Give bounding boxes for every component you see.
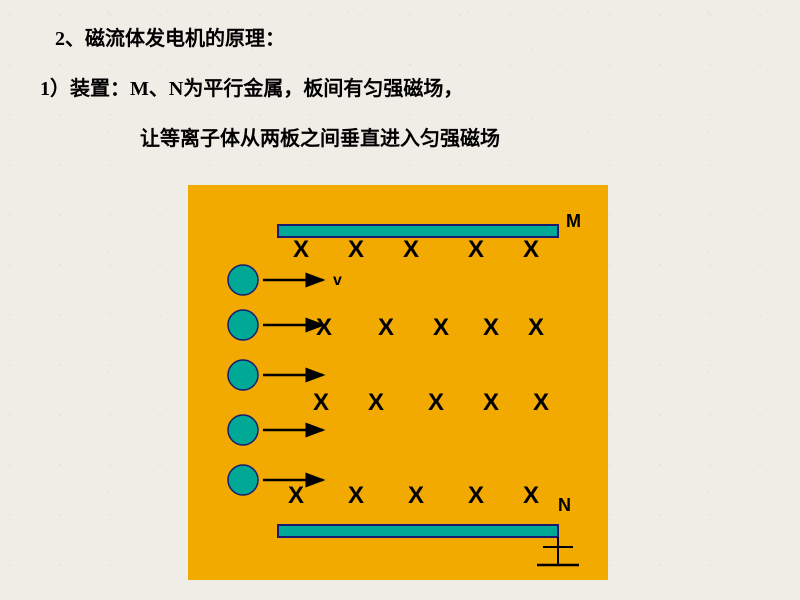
field-x-icon: X [483,389,499,416]
field-x-icon: X [408,482,424,509]
plasma-particle-icon [228,310,258,340]
mhd-diagram: X X X X X X X X X X X X X X X X X X X Xv M N [188,185,608,580]
field-x-icon: X [533,389,549,416]
diagram-svg: X X X X X X X X X X X X X X X X X X X Xv M N [188,185,608,580]
field-x-icon: X [348,482,364,509]
section-title: 2、磁流体发电机的原理： [55,22,285,51]
field-x-icon: X [293,236,309,263]
plate-m-label: M [566,211,581,231]
field-x-icon: X [433,314,449,341]
field-x-icon: X [313,389,329,416]
field-x-icon: X [483,314,499,341]
field-x-icon: X [316,314,332,341]
plasma-particle-icon [228,265,258,295]
field-x-icon: X [378,314,394,341]
field-x-icon: X [468,236,484,263]
field-x-icon: X [348,236,364,263]
plate-n [278,525,558,537]
field-x-icon: X [368,389,384,416]
setup-line-1: 1）装置：M、N为平行金属，板间有匀强磁场， [40,72,463,101]
plate-n-label: N [558,495,571,515]
field-x-icon: X [523,236,539,263]
plasma-particle-icon [228,415,258,445]
plasma-particle-icon [228,465,258,495]
field-x-icon: X [403,236,419,263]
velocity-label: v [333,272,342,289]
field-x-icon: X [428,389,444,416]
field-x-icon: X [528,314,544,341]
setup-line-2: 让等离子体从两板之间垂直进入匀强磁场 [140,122,500,151]
field-x-icon: X [523,482,539,509]
field-x-icon: X [288,482,304,509]
field-x-icon: X [468,482,484,509]
plasma-particle-icon [228,360,258,390]
